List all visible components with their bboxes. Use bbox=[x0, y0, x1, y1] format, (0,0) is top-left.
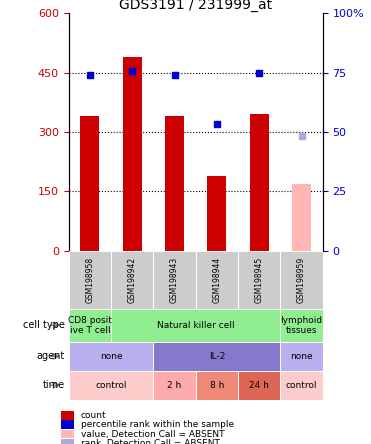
Text: IL-2: IL-2 bbox=[209, 352, 225, 361]
Bar bbox=[111, 309, 280, 342]
Bar bbox=[165, 116, 184, 251]
Bar bbox=[238, 251, 280, 309]
Text: GSM198959: GSM198959 bbox=[297, 257, 306, 303]
Bar bbox=[61, 430, 74, 439]
Bar bbox=[207, 176, 226, 251]
Bar bbox=[69, 309, 111, 342]
Bar bbox=[196, 371, 238, 400]
Point bbox=[214, 121, 220, 128]
Text: CD8 posit
ive T cell: CD8 posit ive T cell bbox=[68, 316, 112, 335]
Text: control: control bbox=[95, 381, 127, 390]
Bar bbox=[69, 342, 153, 371]
Title: GDS3191 / 231999_at: GDS3191 / 231999_at bbox=[119, 0, 272, 12]
Text: time: time bbox=[43, 380, 65, 390]
Point bbox=[256, 70, 262, 77]
Text: agent: agent bbox=[37, 351, 65, 361]
Text: Natural killer cell: Natural killer cell bbox=[157, 321, 234, 330]
Bar bbox=[153, 342, 280, 371]
Point bbox=[129, 67, 135, 74]
Bar bbox=[123, 57, 142, 251]
Text: 2 h: 2 h bbox=[167, 381, 182, 390]
Bar bbox=[280, 309, 323, 342]
Text: GSM198943: GSM198943 bbox=[170, 257, 179, 303]
Text: percentile rank within the sample: percentile rank within the sample bbox=[81, 420, 234, 429]
Point bbox=[87, 71, 93, 78]
Bar bbox=[280, 371, 323, 400]
Bar bbox=[80, 116, 99, 251]
Text: 8 h: 8 h bbox=[210, 381, 224, 390]
Text: GSM198944: GSM198944 bbox=[212, 257, 221, 303]
Text: 24 h: 24 h bbox=[249, 381, 269, 390]
Text: control: control bbox=[286, 381, 317, 390]
Bar bbox=[292, 183, 311, 251]
Text: lymphoid
tissues: lymphoid tissues bbox=[280, 316, 323, 335]
Text: cell type: cell type bbox=[23, 320, 65, 330]
Bar bbox=[280, 251, 323, 309]
Bar bbox=[238, 371, 280, 400]
Bar bbox=[250, 114, 269, 251]
Bar bbox=[61, 420, 74, 429]
Bar bbox=[69, 371, 153, 400]
Text: value, Detection Call = ABSENT: value, Detection Call = ABSENT bbox=[81, 429, 224, 439]
Text: GSM198945: GSM198945 bbox=[255, 257, 264, 303]
Bar bbox=[69, 251, 111, 309]
Bar bbox=[280, 342, 323, 371]
Bar bbox=[111, 251, 153, 309]
Bar bbox=[61, 439, 74, 444]
Text: rank, Detection Call = ABSENT: rank, Detection Call = ABSENT bbox=[81, 439, 220, 444]
Text: none: none bbox=[100, 352, 122, 361]
Bar bbox=[153, 371, 196, 400]
Bar bbox=[61, 411, 74, 420]
Bar bbox=[196, 251, 238, 309]
Point bbox=[171, 71, 177, 78]
Text: GSM198942: GSM198942 bbox=[128, 257, 137, 303]
Text: none: none bbox=[290, 352, 313, 361]
Text: count: count bbox=[81, 411, 106, 420]
Bar bbox=[153, 251, 196, 309]
Text: GSM198958: GSM198958 bbox=[85, 257, 94, 303]
Point bbox=[299, 132, 305, 139]
